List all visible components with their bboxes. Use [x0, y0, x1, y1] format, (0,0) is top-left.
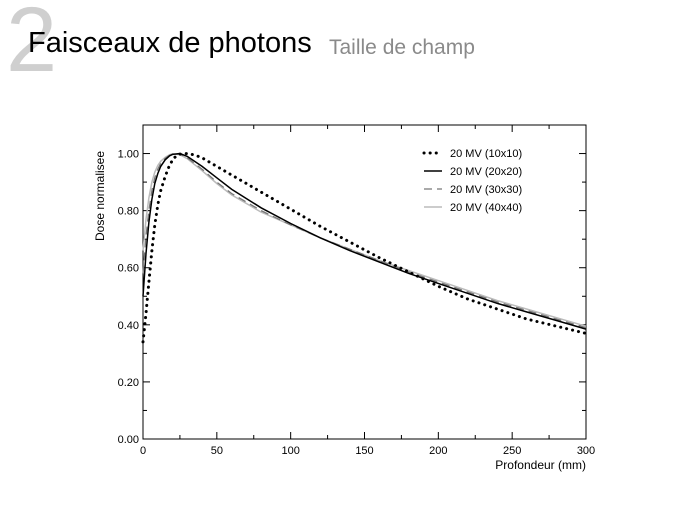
- series-line: [141, 151, 588, 344]
- legend-label: 20 MV (30x30): [450, 184, 522, 196]
- series-lines: [141, 151, 588, 344]
- axis-ticks: 0 50 100 150 200 250 300 0.00 0.20 0.40 0.60 0.80 1.…: [118, 124, 595, 457]
- legend-label: 20 MV (40x40): [450, 202, 522, 214]
- x-tick-label: 300: [577, 445, 595, 457]
- series-line: [142, 153, 587, 327]
- legend-label: 20 MV (20x20): [450, 166, 522, 178]
- slide-number: 2: [6, 0, 58, 91]
- y-axis-label: Dose normalisee: [93, 151, 107, 241]
- x-tick-label: 250: [503, 445, 521, 457]
- y-tick-label: 0.80: [118, 206, 139, 218]
- y-tick-label: 0.20: [118, 377, 139, 389]
- x-tick-label: 0: [140, 445, 146, 457]
- x-tick-label: 150: [355, 445, 373, 457]
- slide-subtitle: Taille de champ: [329, 36, 475, 59]
- series-line: [142, 152, 587, 330]
- x-axis-label: Profondeur (mm): [495, 458, 586, 472]
- y-tick-label: 0.40: [118, 320, 139, 332]
- y-tick-label: 1.00: [118, 149, 139, 161]
- y-tick-label: 0.60: [118, 263, 139, 275]
- x-tick-label: 100: [281, 445, 299, 457]
- series-line: [142, 153, 587, 329]
- slide-title: Faisceaux de photons: [28, 27, 312, 59]
- x-tick-label: 200: [429, 445, 447, 457]
- legend: 20 MV (10x10) 20 MV (20x20) 20 MV (30x30) 2…: [422, 148, 522, 214]
- x-tick-label: 50: [211, 445, 223, 457]
- legend-label: 20 MV (10x10): [450, 148, 522, 160]
- y-tick-label: 0.00: [118, 434, 139, 446]
